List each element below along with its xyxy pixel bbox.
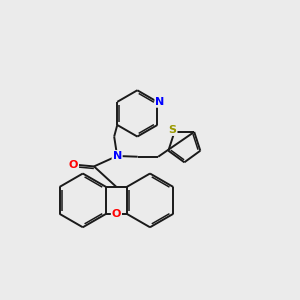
Text: S: S: [169, 125, 177, 135]
Text: O: O: [112, 209, 121, 219]
Text: N: N: [112, 151, 122, 161]
Text: N: N: [155, 97, 165, 107]
Text: O: O: [69, 160, 78, 170]
